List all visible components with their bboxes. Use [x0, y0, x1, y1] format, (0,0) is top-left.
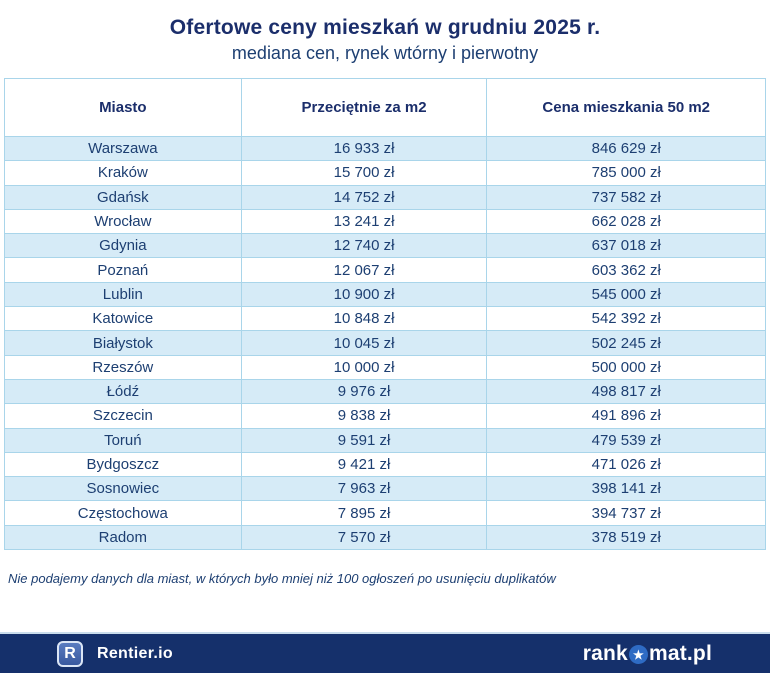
header-block: Ofertowe ceny mieszkań w grudniu 2025 r.… — [0, 0, 770, 65]
table-header: Miasto Przeciętnie za m2 Cena mieszkania… — [4, 78, 766, 137]
cell-per-m2: 15 700 zł — [240, 160, 488, 186]
star-icon: ★ — [628, 645, 648, 664]
rentier-logo: R Rentier.io — [57, 640, 173, 667]
table-row: Rzeszów 10 000 zł 500 000 zł — [4, 354, 766, 380]
cell-price-50m2: 394 737 zł — [486, 500, 766, 526]
cell-per-m2: 9 976 zł — [240, 378, 488, 405]
cell-city: Sosnowiec — [4, 476, 242, 502]
cell-per-m2: 7 895 zł — [240, 500, 488, 526]
cell-price-50m2: 662 028 zł — [486, 208, 766, 235]
cell-city: Kraków — [4, 160, 242, 186]
table-row: Częstochowa 7 895 zł 394 737 zł — [4, 500, 766, 526]
cell-city: Białystok — [4, 330, 242, 356]
cell-per-m2: 12 067 zł — [240, 257, 488, 283]
footnote: Nie podajemy danych dla miast, w których… — [8, 571, 556, 587]
page-subtitle: mediana cen, rynek wtórny i pierwotny — [231, 43, 539, 63]
cell-city: Gdynia — [4, 233, 242, 259]
cell-per-m2: 10 000 zł — [240, 354, 488, 380]
table-row: Toruń 9 591 zł 479 539 zł — [4, 427, 766, 453]
cell-price-50m2: 542 392 zł — [486, 306, 766, 332]
cell-price-50m2: 785 000 zł — [486, 160, 766, 186]
cell-city: Łódź — [4, 378, 242, 405]
table-row: Białystok 10 045 zł 502 245 zł — [4, 330, 766, 356]
table-row: Sosnowiec 7 963 zł 398 141 zł — [4, 476, 766, 502]
table-row: Radom 7 570 zł 378 519 zł — [4, 524, 766, 551]
cell-per-m2: 13 241 zł — [240, 208, 488, 235]
table-row: Łódź 9 976 zł 498 817 zł — [4, 378, 766, 405]
table-body: Warszawa 16 933 zł 846 629 zł Kraków 15 700 … — [4, 135, 766, 551]
cell-price-50m2: 603 362 zł — [486, 257, 766, 283]
table-row: Poznań 12 067 zł 603 362 zł — [4, 257, 766, 283]
footer-bar: R Rentier.io rank ★ mat.pl — [0, 632, 770, 673]
cell-city: Częstochowa — [4, 500, 242, 526]
cell-price-50m2: 637 018 zł — [486, 233, 766, 259]
cell-price-50m2: 479 539 zł — [486, 427, 766, 453]
table-row: Gdańsk 14 752 zł 737 582 zł — [4, 184, 766, 210]
table-row: Kraków 15 700 zł 785 000 zł — [4, 160, 766, 186]
rankomat-text-prefix: rank — [582, 641, 628, 665]
cell-per-m2: 16 933 zł — [240, 135, 488, 162]
cell-city: Szczecin — [4, 403, 242, 429]
cell-per-m2: 10 045 zł — [240, 330, 488, 356]
cell-price-50m2: 737 582 zł — [486, 184, 766, 210]
cell-price-50m2: 471 026 zł — [486, 451, 766, 478]
cell-city: Katowice — [4, 306, 242, 332]
table-row: Katowice 10 848 zł 542 392 zł — [4, 306, 766, 332]
cell-per-m2: 7 570 zł — [240, 524, 488, 551]
cell-per-m2: 12 740 zł — [240, 233, 488, 259]
rentier-label: Rentier.io — [97, 644, 173, 662]
cell-per-m2: 9 421 zł — [240, 451, 488, 478]
cell-per-m2: 7 963 zł — [240, 476, 488, 502]
cell-city: Warszawa — [4, 135, 242, 162]
cell-price-50m2: 545 000 zł — [486, 281, 766, 308]
table-row: Lublin 10 900 zł 545 000 zł — [4, 281, 766, 308]
cell-city: Poznań — [4, 257, 242, 283]
cell-price-50m2: 500 000 zł — [486, 354, 766, 380]
table-row: Warszawa 16 933 zł 846 629 zł — [4, 135, 766, 162]
rentier-r-icon: R — [57, 640, 83, 667]
table-row: Wrocław 13 241 zł 662 028 zł — [4, 208, 766, 235]
cell-per-m2: 10 848 zł — [240, 306, 488, 332]
cell-per-m2: 14 752 zł — [240, 184, 488, 210]
cell-price-50m2: 502 245 zł — [486, 330, 766, 356]
cell-city: Lublin — [4, 281, 242, 308]
column-header-city: Miasto — [4, 78, 242, 137]
table-row: Gdynia 12 740 zł 637 018 zł — [4, 233, 766, 259]
cell-city: Wrocław — [4, 208, 242, 235]
cell-per-m2: 9 591 zł — [240, 427, 488, 453]
column-header-price-50m2: Cena mieszkania 50 m2 — [486, 78, 766, 137]
column-header-per-m2: Przeciętnie za m2 — [240, 78, 488, 137]
cell-city: Radom — [4, 524, 242, 551]
cell-price-50m2: 378 519 zł — [486, 524, 766, 551]
cell-city: Gdańsk — [4, 184, 242, 210]
cell-price-50m2: 398 141 zł — [486, 476, 766, 502]
cell-price-50m2: 491 896 zł — [486, 403, 766, 429]
table-row: Szczecin 9 838 zł 491 896 zł — [4, 403, 766, 429]
page-title: Ofertowe ceny mieszkań w grudniu 2025 r. — [169, 16, 601, 39]
rankomat-text-suffix: mat.pl — [648, 641, 712, 665]
cell-per-m2: 9 838 zł — [240, 403, 488, 429]
header-row: Miasto Przeciętnie za m2 Cena mieszkania… — [4, 78, 766, 137]
cell-price-50m2: 846 629 zł — [486, 135, 766, 162]
table-row: Bydgoszcz 9 421 zł 471 026 zł — [4, 451, 766, 478]
cell-city: Bydgoszcz — [4, 451, 242, 478]
cell-price-50m2: 498 817 zł — [486, 378, 766, 405]
cell-city: Rzeszów — [4, 354, 242, 380]
price-table: Miasto Przeciętnie za m2 Cena mieszkania… — [4, 78, 766, 551]
cell-city: Toruń — [4, 427, 242, 453]
rankomat-logo: rank ★ mat.pl — [583, 642, 712, 666]
cell-per-m2: 10 900 zł — [240, 281, 488, 308]
